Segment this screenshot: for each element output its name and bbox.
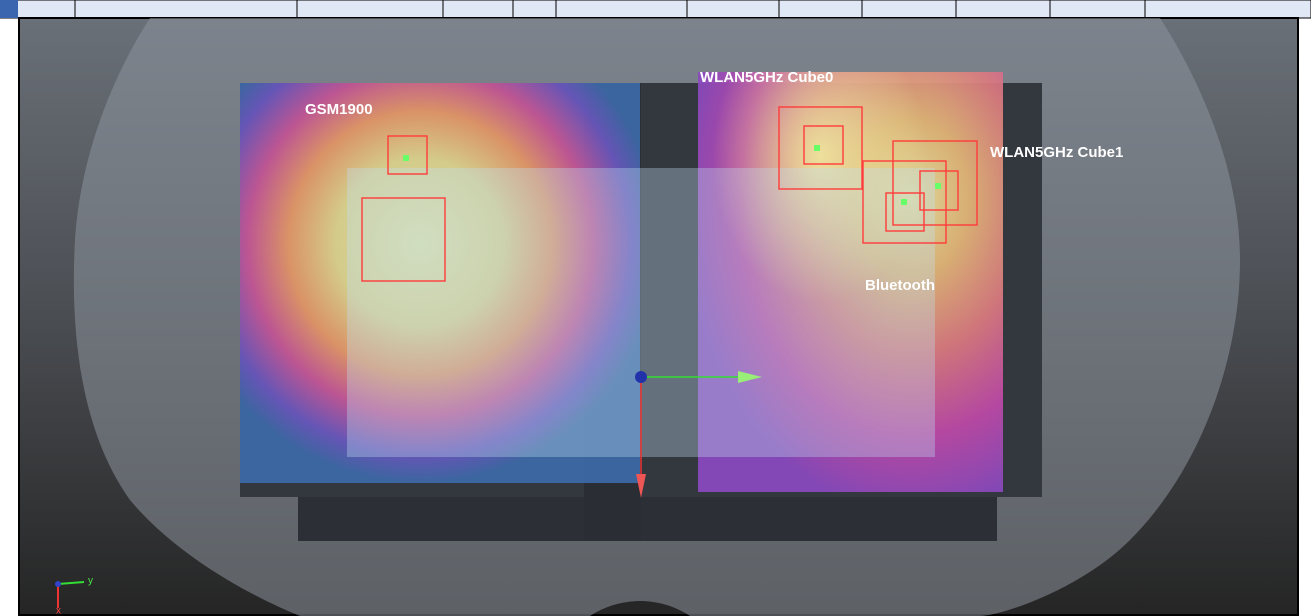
- peak-dot: [403, 155, 409, 161]
- y-axis-head: [738, 371, 762, 383]
- scan-box: [862, 160, 947, 244]
- x-axis-head: [636, 474, 646, 498]
- scan-box: [361, 197, 446, 282]
- strip-dividers: [74, 0, 1146, 18]
- triad-x-label: x: [56, 606, 61, 616]
- triad-y-label: y: [88, 576, 93, 587]
- scan-box: [892, 140, 978, 226]
- region-label: Bluetooth: [865, 277, 935, 294]
- scan-box: [387, 135, 428, 175]
- triad-origin: [55, 581, 61, 587]
- region-label: GSM1900: [305, 101, 373, 118]
- heatmap-right-hot: [698, 72, 1003, 492]
- region-label: WLAN5GHz Cube1: [990, 144, 1123, 161]
- origin-axes: [635, 371, 762, 498]
- scan-box: [885, 192, 925, 232]
- table-strip: [0, 0, 1311, 19]
- heatmap-left: [240, 83, 640, 483]
- scan-box: [919, 170, 959, 211]
- region-label: WLAN5GHz Cube0: [700, 69, 833, 86]
- scan-box: [778, 106, 863, 190]
- peak-dot: [814, 145, 820, 151]
- axis-triad: y x: [55, 576, 93, 616]
- triad-y: [57, 581, 85, 585]
- scan-box: [803, 125, 844, 165]
- peak-dot: [935, 183, 941, 189]
- peak-dot: [901, 199, 907, 205]
- strip-bg: [0, 0, 1311, 19]
- strip-cell-active: [0, 0, 18, 18]
- device-base: [298, 497, 997, 541]
- scan-boxes: [361, 106, 978, 282]
- origin: [635, 371, 647, 383]
